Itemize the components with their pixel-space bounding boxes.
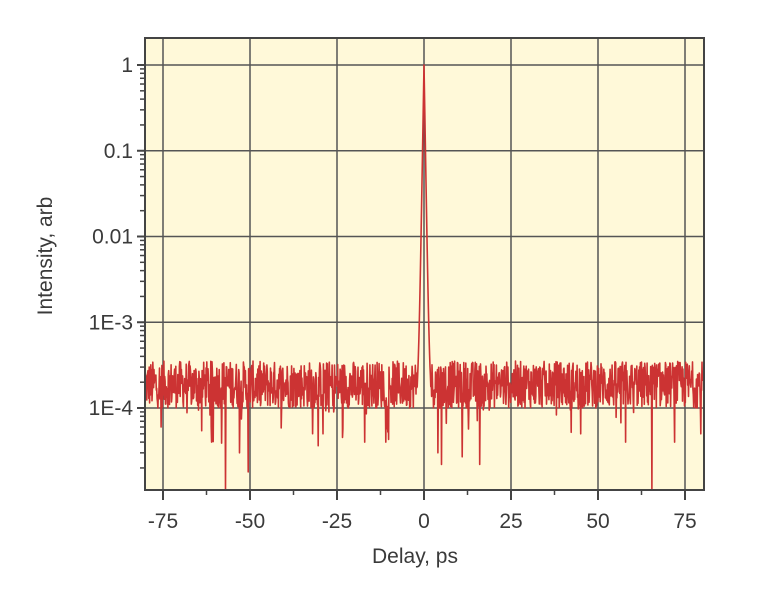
- x-tick-label: -50: [235, 510, 265, 533]
- y-tick-label: 0.1: [104, 140, 133, 163]
- data-line: [144, 64, 704, 491]
- y-tick-label: 1: [121, 54, 133, 77]
- y-axis-label: Intensity, arb: [34, 197, 57, 316]
- x-tick-label: 75: [673, 510, 696, 533]
- x-tick-label: -75: [148, 510, 178, 533]
- y-tick-label: 0.01: [92, 226, 133, 249]
- x-axis: -75 -50 -25 0 25 50 75: [148, 490, 697, 533]
- x-tick-label: 50: [586, 510, 609, 533]
- x-axis-label: Delay, ps: [372, 545, 458, 568]
- y-axis: 1 0.1 0.01 1E-3 1E-4: [89, 54, 145, 469]
- x-tick-label: -25: [322, 510, 352, 533]
- x-tick-label: 0: [418, 510, 430, 533]
- y-tick-label: 1E-3: [89, 311, 133, 334]
- x-tick-label: 25: [499, 510, 522, 533]
- grid-lines: [145, 38, 704, 490]
- y-tick-label: 1E-4: [89, 397, 134, 420]
